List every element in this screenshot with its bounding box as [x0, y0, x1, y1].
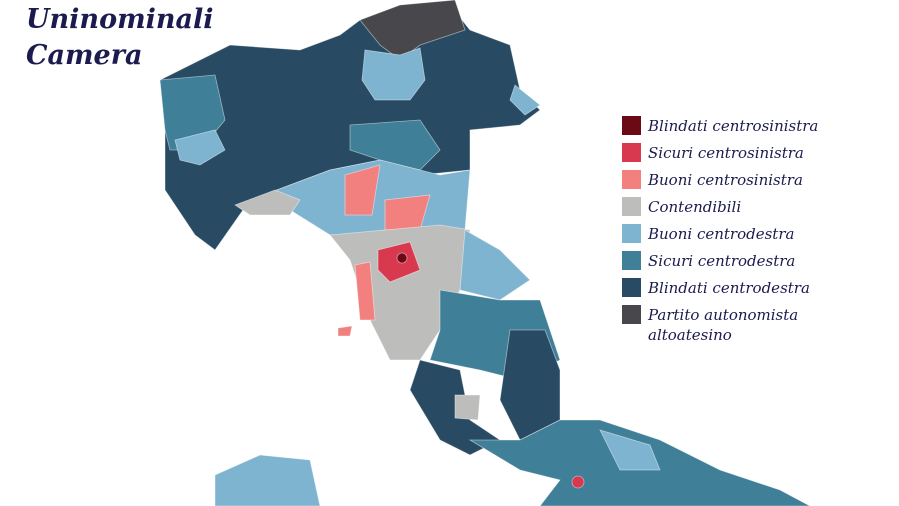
- legend-label: Buoni centrodestra: [648, 225, 795, 243]
- legend-label: Blindati centrodestra: [648, 279, 810, 297]
- legend-swatch: [622, 170, 641, 189]
- legend-swatch: [622, 305, 641, 324]
- legend-label: Partito autonomista altoatesino: [648, 306, 799, 344]
- region: [509, 84, 541, 116]
- title-line: Camera: [26, 40, 143, 71]
- legend-label: Buoni centrosinistra: [648, 171, 803, 189]
- region: [454, 394, 481, 421]
- region: [459, 229, 531, 301]
- legend-label: Blindati centrosinistra: [648, 117, 819, 135]
- legend-item: Partito autonomista altoatesino: [622, 305, 852, 345]
- legend-item: Sicuri centrosinistra: [622, 143, 852, 163]
- region: [354, 261, 376, 321]
- region: [499, 329, 561, 441]
- region: [359, 0, 466, 61]
- legend-swatch: [622, 224, 641, 243]
- region: [174, 129, 226, 166]
- legend-item: Blindati centrosinistra: [622, 116, 852, 136]
- region: [214, 454, 321, 506]
- region: [234, 189, 301, 216]
- legend-label: Sicuri centrodestra: [648, 252, 796, 270]
- legend-swatch: [622, 251, 641, 270]
- legend-item: Contendibili: [622, 197, 852, 217]
- region: [396, 252, 408, 264]
- legend-swatch: [622, 143, 641, 162]
- region: [337, 325, 353, 337]
- legend-swatch: [622, 278, 641, 297]
- legend-swatch: [622, 197, 641, 216]
- legend-label: Contendibili: [648, 198, 742, 216]
- region: [344, 164, 381, 216]
- legend-item: Buoni centrodestra: [622, 224, 852, 244]
- legend-swatch: [622, 116, 641, 135]
- region: [571, 475, 585, 489]
- title-line: Uninominali: [26, 4, 214, 35]
- region: [599, 429, 661, 471]
- legend-label: Sicuri centrosinistra: [648, 144, 804, 162]
- legend-item: Buoni centrosinistra: [622, 170, 852, 190]
- title: Uninominali Camera: [26, 2, 214, 74]
- legend-item: Sicuri centrodestra: [622, 251, 852, 271]
- legend-item: Blindati centrodestra: [622, 278, 852, 298]
- legend: Blindati centrosinistra Sicuri centrosini…: [622, 116, 852, 352]
- region: [361, 47, 426, 101]
